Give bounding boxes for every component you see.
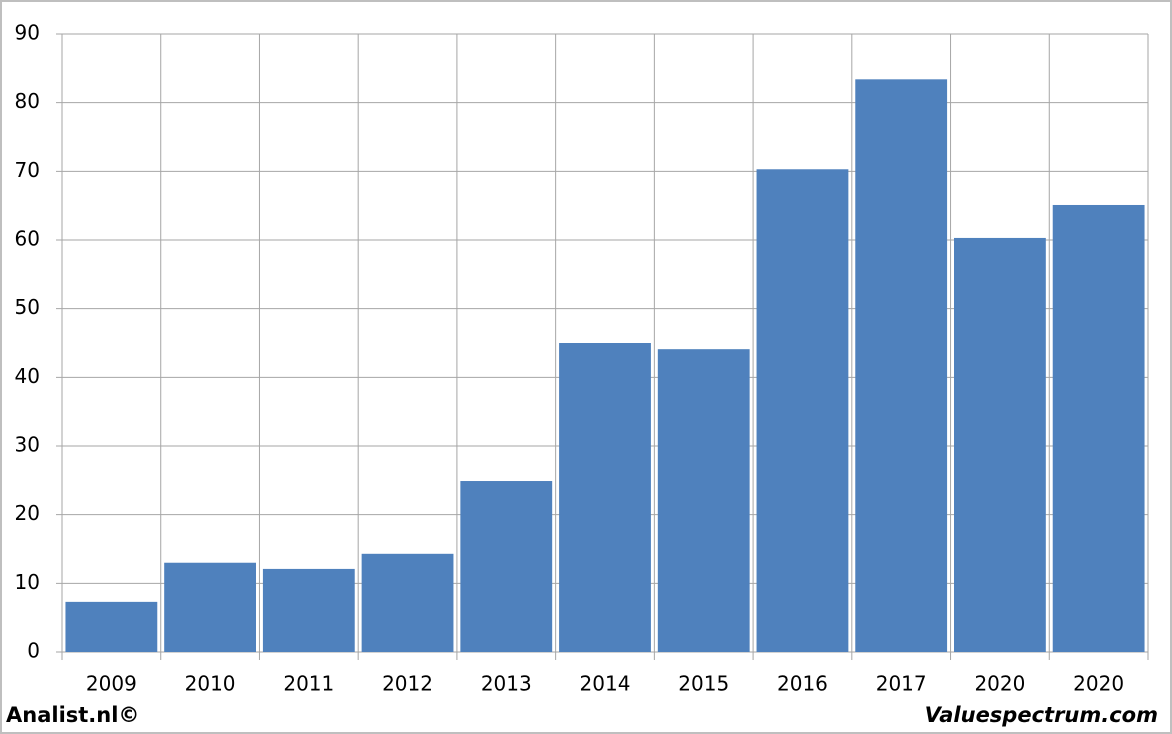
y-tick-label: 20	[15, 501, 40, 525]
x-tick-label: 2012	[382, 672, 433, 696]
source-right: Valuespectrum.com	[925, 703, 1158, 727]
x-tick-label: 2020	[1073, 672, 1124, 696]
x-tick-label: 2013	[481, 672, 532, 696]
bar	[262, 568, 355, 652]
bar	[756, 169, 849, 653]
x-tick-label: 2009	[86, 672, 137, 696]
x-tick-label: 2020	[974, 672, 1025, 696]
source-left: Analist.nl©	[6, 703, 139, 727]
bar	[1052, 204, 1145, 653]
bar	[65, 601, 158, 652]
y-tick-label: 0	[27, 639, 40, 663]
y-tick-label: 60	[15, 227, 40, 251]
bar	[954, 237, 1046, 652]
x-tick-label: 2017	[876, 672, 927, 696]
x-tick-label: 2010	[185, 672, 236, 696]
y-tick-label: 80	[15, 89, 40, 113]
y-tick-label: 90	[15, 21, 40, 45]
bar	[855, 79, 948, 652]
bar	[164, 562, 256, 652]
y-tick-label: 70	[15, 158, 40, 182]
bar	[657, 349, 750, 652]
x-tick-label: 2015	[678, 672, 729, 696]
x-tick-label: 2011	[283, 672, 334, 696]
x-tick-label: 2014	[580, 672, 631, 696]
y-tick-label: 10	[15, 570, 40, 594]
y-tick-label: 40	[15, 364, 40, 388]
y-tick-label: 30	[15, 433, 40, 457]
bar	[361, 553, 454, 652]
bar	[559, 343, 651, 652]
x-tick-label: 2016	[777, 672, 828, 696]
bar	[460, 481, 553, 652]
y-tick-label: 50	[15, 295, 40, 319]
